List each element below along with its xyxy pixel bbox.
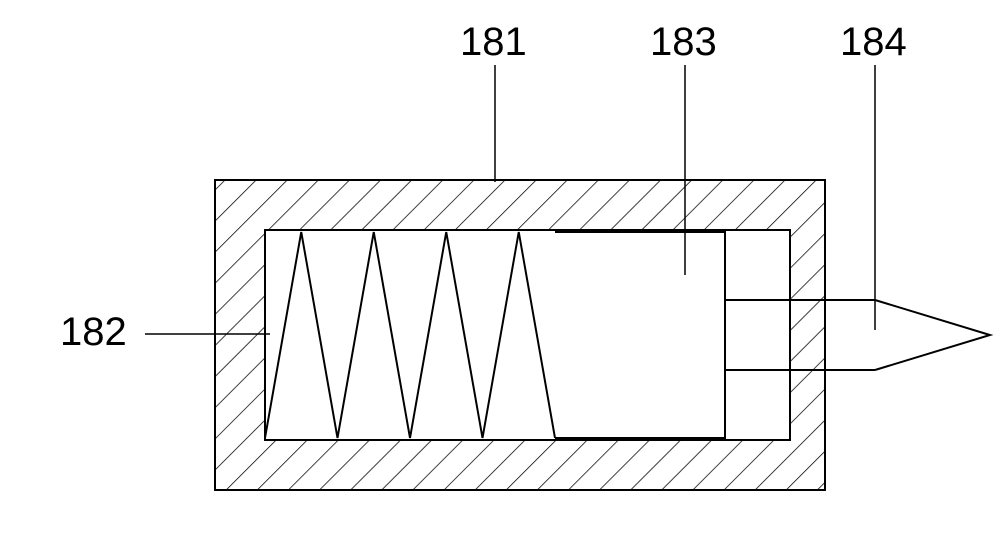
mechanical-diagram <box>0 0 1000 535</box>
label-183: 183 <box>650 20 717 65</box>
label-184: 184 <box>840 20 907 65</box>
piston-body <box>555 232 725 438</box>
label-182: 182 <box>60 310 127 355</box>
label-181: 181 <box>460 20 527 65</box>
housing-wall <box>215 180 825 490</box>
spring <box>265 232 555 438</box>
piston-tip <box>725 300 990 370</box>
